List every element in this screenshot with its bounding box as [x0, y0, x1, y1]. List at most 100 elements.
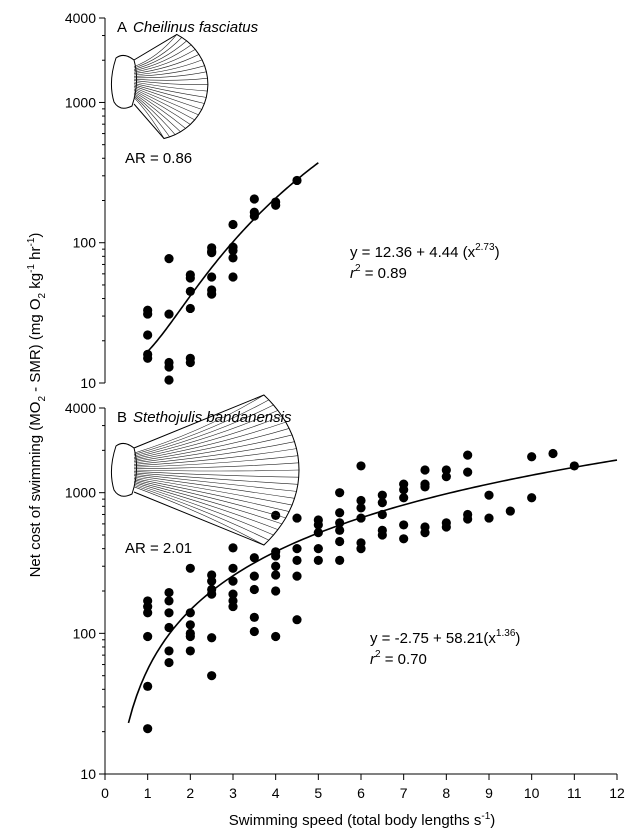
- data-point: [399, 493, 409, 503]
- species-name: Cheilinus fasciatus: [133, 19, 259, 36]
- data-point: [441, 465, 451, 475]
- x-tick-label: 11: [567, 785, 582, 801]
- data-point: [399, 485, 409, 495]
- equation-base: y = 12.36 + 4.44 (x: [350, 244, 476, 261]
- data-point: [484, 490, 494, 500]
- fin-illustration-b: [110, 394, 300, 546]
- fin-ray: [133, 81, 208, 92]
- fin-ray: [133, 88, 195, 121]
- data-point: [228, 543, 238, 553]
- data-point: [292, 615, 302, 625]
- y-axis-label-part: - SMR) (mg O: [27, 298, 44, 396]
- y-tick-label: 1000: [65, 485, 96, 501]
- fin-ray: [133, 486, 265, 546]
- y-axis-label-part: Net cost of swimming (MO: [27, 402, 44, 578]
- data-point: [185, 646, 195, 656]
- equation-base: y = -2.75 + 58.21(x: [370, 630, 496, 647]
- data-point: [164, 375, 174, 385]
- fin-ray: [133, 71, 207, 79]
- data-point: [399, 534, 409, 544]
- r-superscript: 2: [375, 649, 381, 660]
- data-point: [228, 219, 238, 230]
- x-tick-label: 6: [357, 785, 365, 801]
- y-tick-label: 4000: [65, 400, 96, 416]
- x-axis-label-part: Swimming speed (total body lengths s: [229, 812, 482, 829]
- x-tick-label: 2: [186, 785, 194, 801]
- data-point: [207, 671, 217, 681]
- panel-title-b: B Stethojulis bandanensis: [117, 409, 292, 426]
- data-point: [420, 465, 430, 475]
- fin-ray: [133, 92, 181, 133]
- data-point: [356, 503, 366, 513]
- data-point: [164, 657, 174, 668]
- data-point: [569, 461, 579, 471]
- fin-ray: [133, 480, 283, 525]
- data-point: [249, 211, 259, 221]
- data-point: [164, 596, 174, 606]
- fin-outline: [133, 33, 209, 140]
- data-point: [143, 724, 153, 734]
- data-point: [249, 612, 259, 622]
- data-point: [185, 608, 195, 618]
- fin-ray: [133, 469, 300, 472]
- data-point: [292, 571, 302, 581]
- data-point: [249, 571, 259, 581]
- x-tick-label: 0: [101, 785, 109, 801]
- data-point: [420, 528, 430, 538]
- data-point: [377, 530, 387, 540]
- data-point: [185, 303, 195, 314]
- data-point: [271, 586, 281, 596]
- species-name: Stethojulis bandanensis: [133, 409, 292, 426]
- equation-close: ): [515, 630, 520, 647]
- fin-ray: [133, 415, 283, 460]
- data-point: [377, 498, 387, 508]
- data-point: [207, 576, 217, 586]
- data-point: [228, 576, 238, 586]
- fin-ray: [133, 40, 187, 70]
- data-point: [185, 357, 195, 368]
- y-axis-label-part: 2: [37, 292, 48, 298]
- fit-curve: [147, 162, 319, 352]
- y-axis-label-part: -1: [26, 237, 37, 246]
- data-point: [292, 513, 302, 523]
- fin-ray: [133, 97, 165, 139]
- fin-outline: [133, 394, 300, 546]
- data-point: [143, 631, 153, 642]
- fin-ray: [133, 428, 290, 462]
- data-point: [463, 450, 473, 460]
- x-tick-label: 9: [485, 785, 493, 801]
- fin-ray: [133, 421, 286, 461]
- fin-ray: [133, 472, 298, 485]
- r-symbol: r: [350, 265, 356, 282]
- fins-layer: [110, 33, 300, 546]
- data-point: [356, 461, 366, 471]
- data-point: [185, 631, 195, 642]
- data-point: [271, 631, 281, 642]
- r-squared: r2 = 0.89: [350, 263, 407, 282]
- data-point: [249, 626, 259, 637]
- fin-ray: [133, 404, 274, 457]
- fit-layer: [127, 162, 618, 724]
- x-axis-label-part: ): [490, 812, 495, 829]
- fin-ray: [133, 54, 200, 74]
- data-point: [335, 536, 345, 547]
- data-point: [463, 467, 473, 477]
- data-point: [420, 482, 430, 492]
- fin-ray: [133, 37, 183, 69]
- r-squared: r2 = 0.70: [370, 649, 427, 668]
- fin-ray: [133, 91, 186, 129]
- data-point: [377, 490, 387, 500]
- x-tick-label: 4: [272, 785, 280, 801]
- data-point: [527, 493, 537, 503]
- equation-exponent: 2.73: [475, 242, 495, 253]
- data-point: [228, 589, 238, 599]
- y-axis-label: Net cost of swimming (MO2 - SMR) (mg O2 …: [26, 233, 48, 578]
- fin-ray: [133, 44, 192, 72]
- fin-ray: [133, 475, 295, 499]
- fin-base: [110, 442, 138, 497]
- y-tick-label: 1000: [65, 94, 96, 110]
- fin-ray: [133, 399, 269, 455]
- data-point: [207, 289, 217, 299]
- x-tick-label: 10: [524, 785, 540, 801]
- fit-curve: [127, 459, 618, 724]
